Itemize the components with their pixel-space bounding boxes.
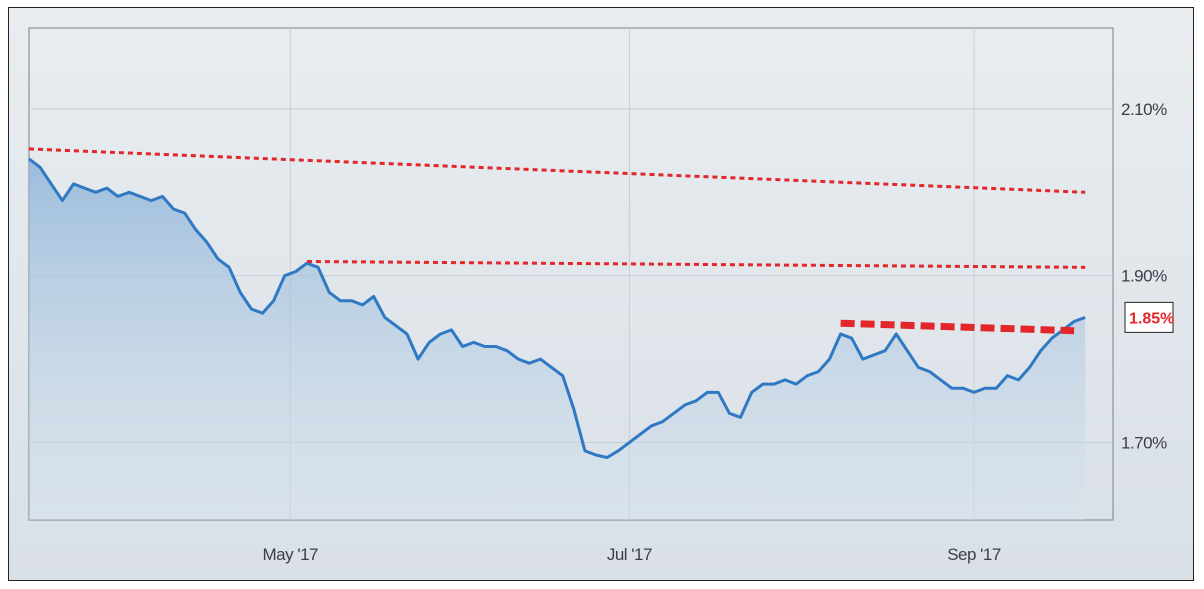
y-tick-label: 1.70% — [1121, 433, 1167, 452]
x-axis: May '17 Jul '17 Sep '17 — [263, 545, 1002, 564]
last-value-text: 1.85% — [1129, 310, 1174, 327]
y-axis: 2.10% 1.90% 1.70% — [1121, 100, 1168, 453]
last-value-box — [1124, 301, 1174, 333]
trendline-3 — [840, 319, 1075, 335]
trendline-2 — [306, 259, 1086, 269]
trendline-1 — [28, 147, 1086, 194]
yield-chart: 2.10% 1.90% 1.70% May '17 Jul '17 Sep '17 1.… — [28, 27, 1174, 564]
last-value-label: 1.85% — [1124, 301, 1174, 333]
x-tick-label: Jul '17 — [607, 545, 652, 564]
chart-frame: 2.10% 1.90% 1.70% May '17 Jul '17 Sep '17 1.… — [8, 7, 1194, 581]
series-area — [29, 158, 1086, 520]
trendlines — [28, 147, 1086, 335]
y-tick-label: 1.90% — [1121, 267, 1167, 286]
x-tick-label: Sep '17 — [947, 545, 1001, 564]
x-tick-label: May '17 — [263, 545, 319, 564]
y-tick-label: 2.10% — [1121, 100, 1167, 119]
series-line — [28, 157, 1086, 459]
